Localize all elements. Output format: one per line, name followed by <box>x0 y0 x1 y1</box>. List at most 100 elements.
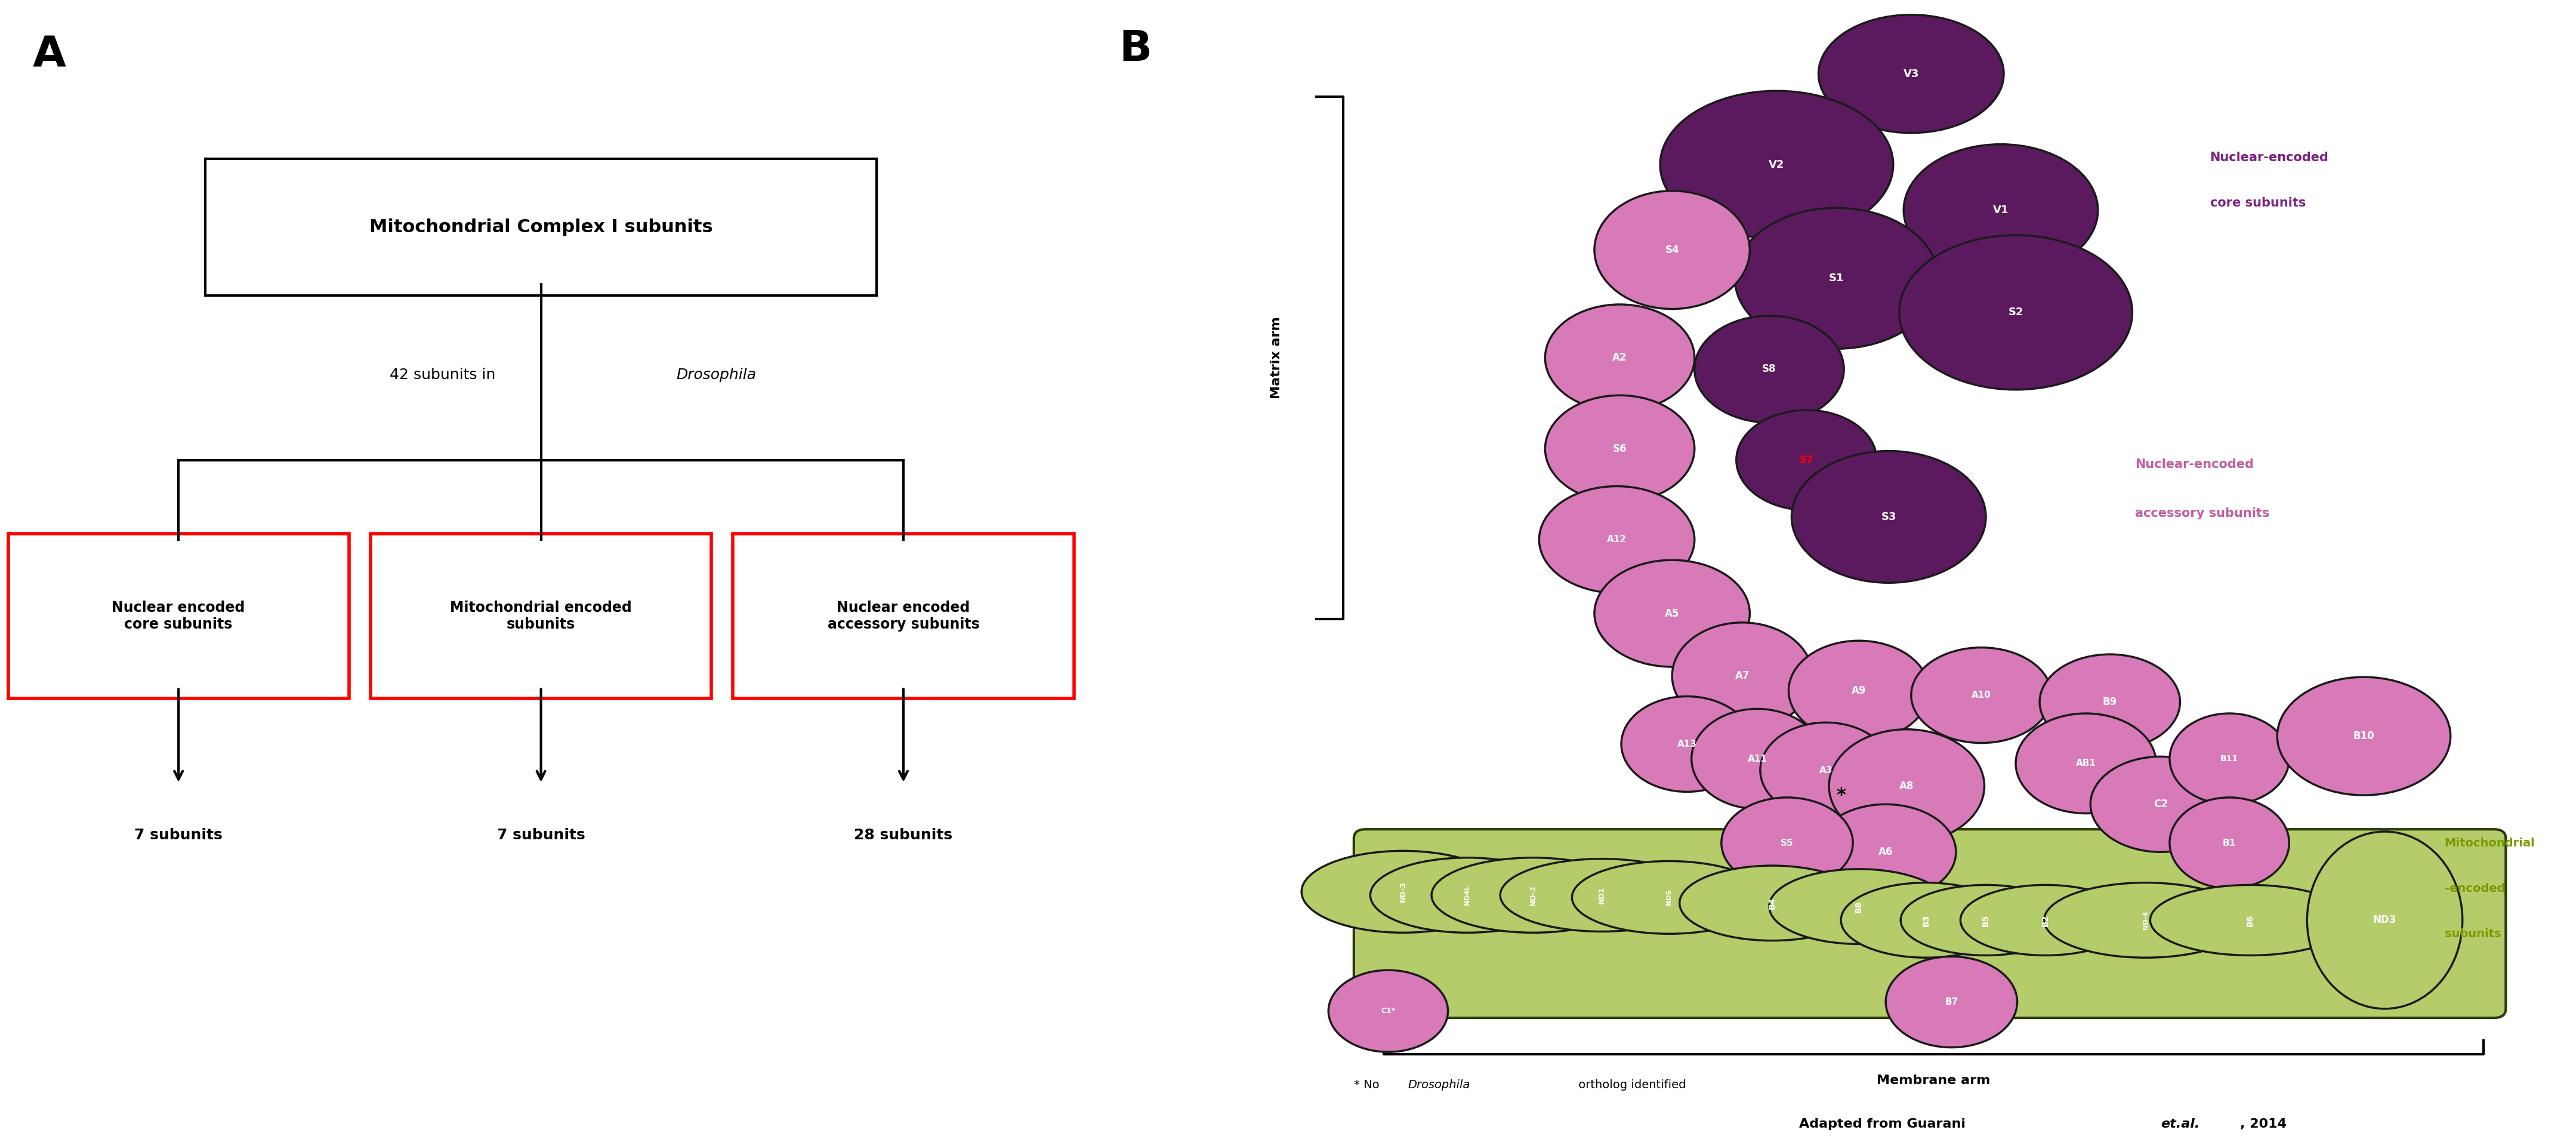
Ellipse shape <box>1692 709 1824 809</box>
Text: Drosophila: Drosophila <box>1406 1079 1471 1091</box>
Ellipse shape <box>2045 883 2246 958</box>
Text: B7: B7 <box>1945 997 1958 1006</box>
Text: B5: B5 <box>1981 914 1991 926</box>
Ellipse shape <box>1595 191 1749 309</box>
Ellipse shape <box>1911 648 2050 743</box>
Text: Adapted from Guarani: Adapted from Guarani <box>1798 1118 1971 1130</box>
Ellipse shape <box>1546 304 1695 411</box>
Text: V3: V3 <box>1904 68 1919 80</box>
Text: ND-3: ND-3 <box>1399 882 1406 902</box>
Ellipse shape <box>1672 623 1814 729</box>
Text: Mitochondrial: Mitochondrial <box>2445 837 2535 849</box>
Text: A7: A7 <box>1736 670 1749 682</box>
Text: accessory subunits: accessory subunits <box>2136 508 2269 519</box>
Ellipse shape <box>1816 804 1955 900</box>
Text: -encoded: -encoded <box>2445 883 2504 894</box>
Text: C2: C2 <box>2154 799 2169 810</box>
Text: 7 subunits: 7 subunits <box>134 828 222 842</box>
Ellipse shape <box>1901 885 2071 955</box>
Text: ND5: ND5 <box>1667 889 1672 905</box>
Ellipse shape <box>2169 797 2290 888</box>
Text: ND3: ND3 <box>2372 914 2396 926</box>
Text: A: A <box>33 34 67 75</box>
Text: Mitochondrial Complex I subunits: Mitochondrial Complex I subunits <box>368 218 714 236</box>
Ellipse shape <box>1432 858 1636 933</box>
Text: ortholog identified: ortholog identified <box>1574 1079 1687 1091</box>
Text: A13: A13 <box>1677 740 1698 749</box>
Text: A11: A11 <box>1747 754 1767 763</box>
Text: B6: B6 <box>2246 914 2254 926</box>
Ellipse shape <box>1695 316 1844 423</box>
Text: S5: S5 <box>1780 838 1793 847</box>
Text: A6: A6 <box>1878 846 1893 858</box>
Ellipse shape <box>1499 859 1703 932</box>
Ellipse shape <box>2040 654 2179 750</box>
Ellipse shape <box>1329 970 1448 1052</box>
Ellipse shape <box>1734 208 1937 349</box>
FancyBboxPatch shape <box>1355 829 2506 1018</box>
Ellipse shape <box>1680 866 1865 941</box>
Text: *: * <box>1837 786 1844 804</box>
Text: et.al.: et.al. <box>2161 1118 2200 1130</box>
FancyBboxPatch shape <box>734 534 1074 699</box>
Text: C1*: C1* <box>1381 1008 1396 1014</box>
Text: A2: A2 <box>1613 352 1628 364</box>
Text: A3: A3 <box>1819 766 1832 775</box>
Text: A8: A8 <box>1899 780 1914 792</box>
Ellipse shape <box>1736 410 1878 510</box>
Text: ND1: ND1 <box>1597 886 1605 904</box>
Text: S4: S4 <box>1664 244 1680 256</box>
Ellipse shape <box>2092 757 2231 852</box>
Ellipse shape <box>1538 486 1695 593</box>
Text: B3: B3 <box>1922 914 1929 926</box>
Text: Drosophila: Drosophila <box>675 368 757 382</box>
Text: B4: B4 <box>1767 897 1777 909</box>
Ellipse shape <box>1595 560 1749 667</box>
Text: ND-4: ND-4 <box>2143 911 2148 929</box>
Text: S8: S8 <box>1762 364 1777 375</box>
Text: 28 subunits: 28 subunits <box>855 828 953 842</box>
Text: ND4L: ND4L <box>1463 885 1471 905</box>
Text: B8: B8 <box>1855 901 1862 912</box>
Text: Nuclear-encoded: Nuclear-encoded <box>2210 152 2329 164</box>
Ellipse shape <box>2014 713 2156 813</box>
Ellipse shape <box>1793 451 1986 583</box>
Ellipse shape <box>1899 235 2133 390</box>
Text: Nuclear encoded
accessory subunits: Nuclear encoded accessory subunits <box>827 601 979 632</box>
Ellipse shape <box>2277 677 2450 795</box>
Ellipse shape <box>1721 797 1852 888</box>
Text: ND-2: ND-2 <box>1530 885 1538 905</box>
Text: A12: A12 <box>1607 535 1625 544</box>
Text: B9: B9 <box>2102 696 2117 708</box>
Text: B2: B2 <box>2040 914 2050 926</box>
Text: S2: S2 <box>2009 307 2022 318</box>
Ellipse shape <box>1904 144 2097 276</box>
Ellipse shape <box>1842 883 2012 958</box>
Text: V1: V1 <box>1994 204 2009 216</box>
Ellipse shape <box>1759 722 1891 818</box>
Text: Membrane arm: Membrane arm <box>1878 1075 1991 1087</box>
FancyBboxPatch shape <box>8 534 348 699</box>
Text: Mitochondrial encoded
subunits: Mitochondrial encoded subunits <box>451 601 631 632</box>
Text: 42 subunits in: 42 subunits in <box>389 368 500 382</box>
Text: A5: A5 <box>1664 608 1680 619</box>
Ellipse shape <box>1788 641 1929 741</box>
Text: A10: A10 <box>1971 691 1991 700</box>
Text: S1: S1 <box>1829 273 1844 284</box>
Ellipse shape <box>1571 861 1767 934</box>
Text: B10: B10 <box>2354 730 2375 742</box>
Text: S3: S3 <box>1880 511 1896 523</box>
Ellipse shape <box>1301 851 1504 933</box>
Text: , 2014: , 2014 <box>2239 1118 2287 1130</box>
Text: B11: B11 <box>2221 754 2239 763</box>
Text: S6: S6 <box>1613 443 1628 454</box>
Ellipse shape <box>1819 15 2004 133</box>
Ellipse shape <box>1770 869 1947 944</box>
Text: B1: B1 <box>2223 838 2236 847</box>
Text: core subunits: core subunits <box>2210 198 2306 209</box>
Text: S7: S7 <box>1801 454 1814 466</box>
Ellipse shape <box>1546 395 1695 502</box>
Ellipse shape <box>2151 885 2349 955</box>
Text: * No: * No <box>1355 1079 1383 1091</box>
Text: AB1: AB1 <box>2076 759 2097 768</box>
